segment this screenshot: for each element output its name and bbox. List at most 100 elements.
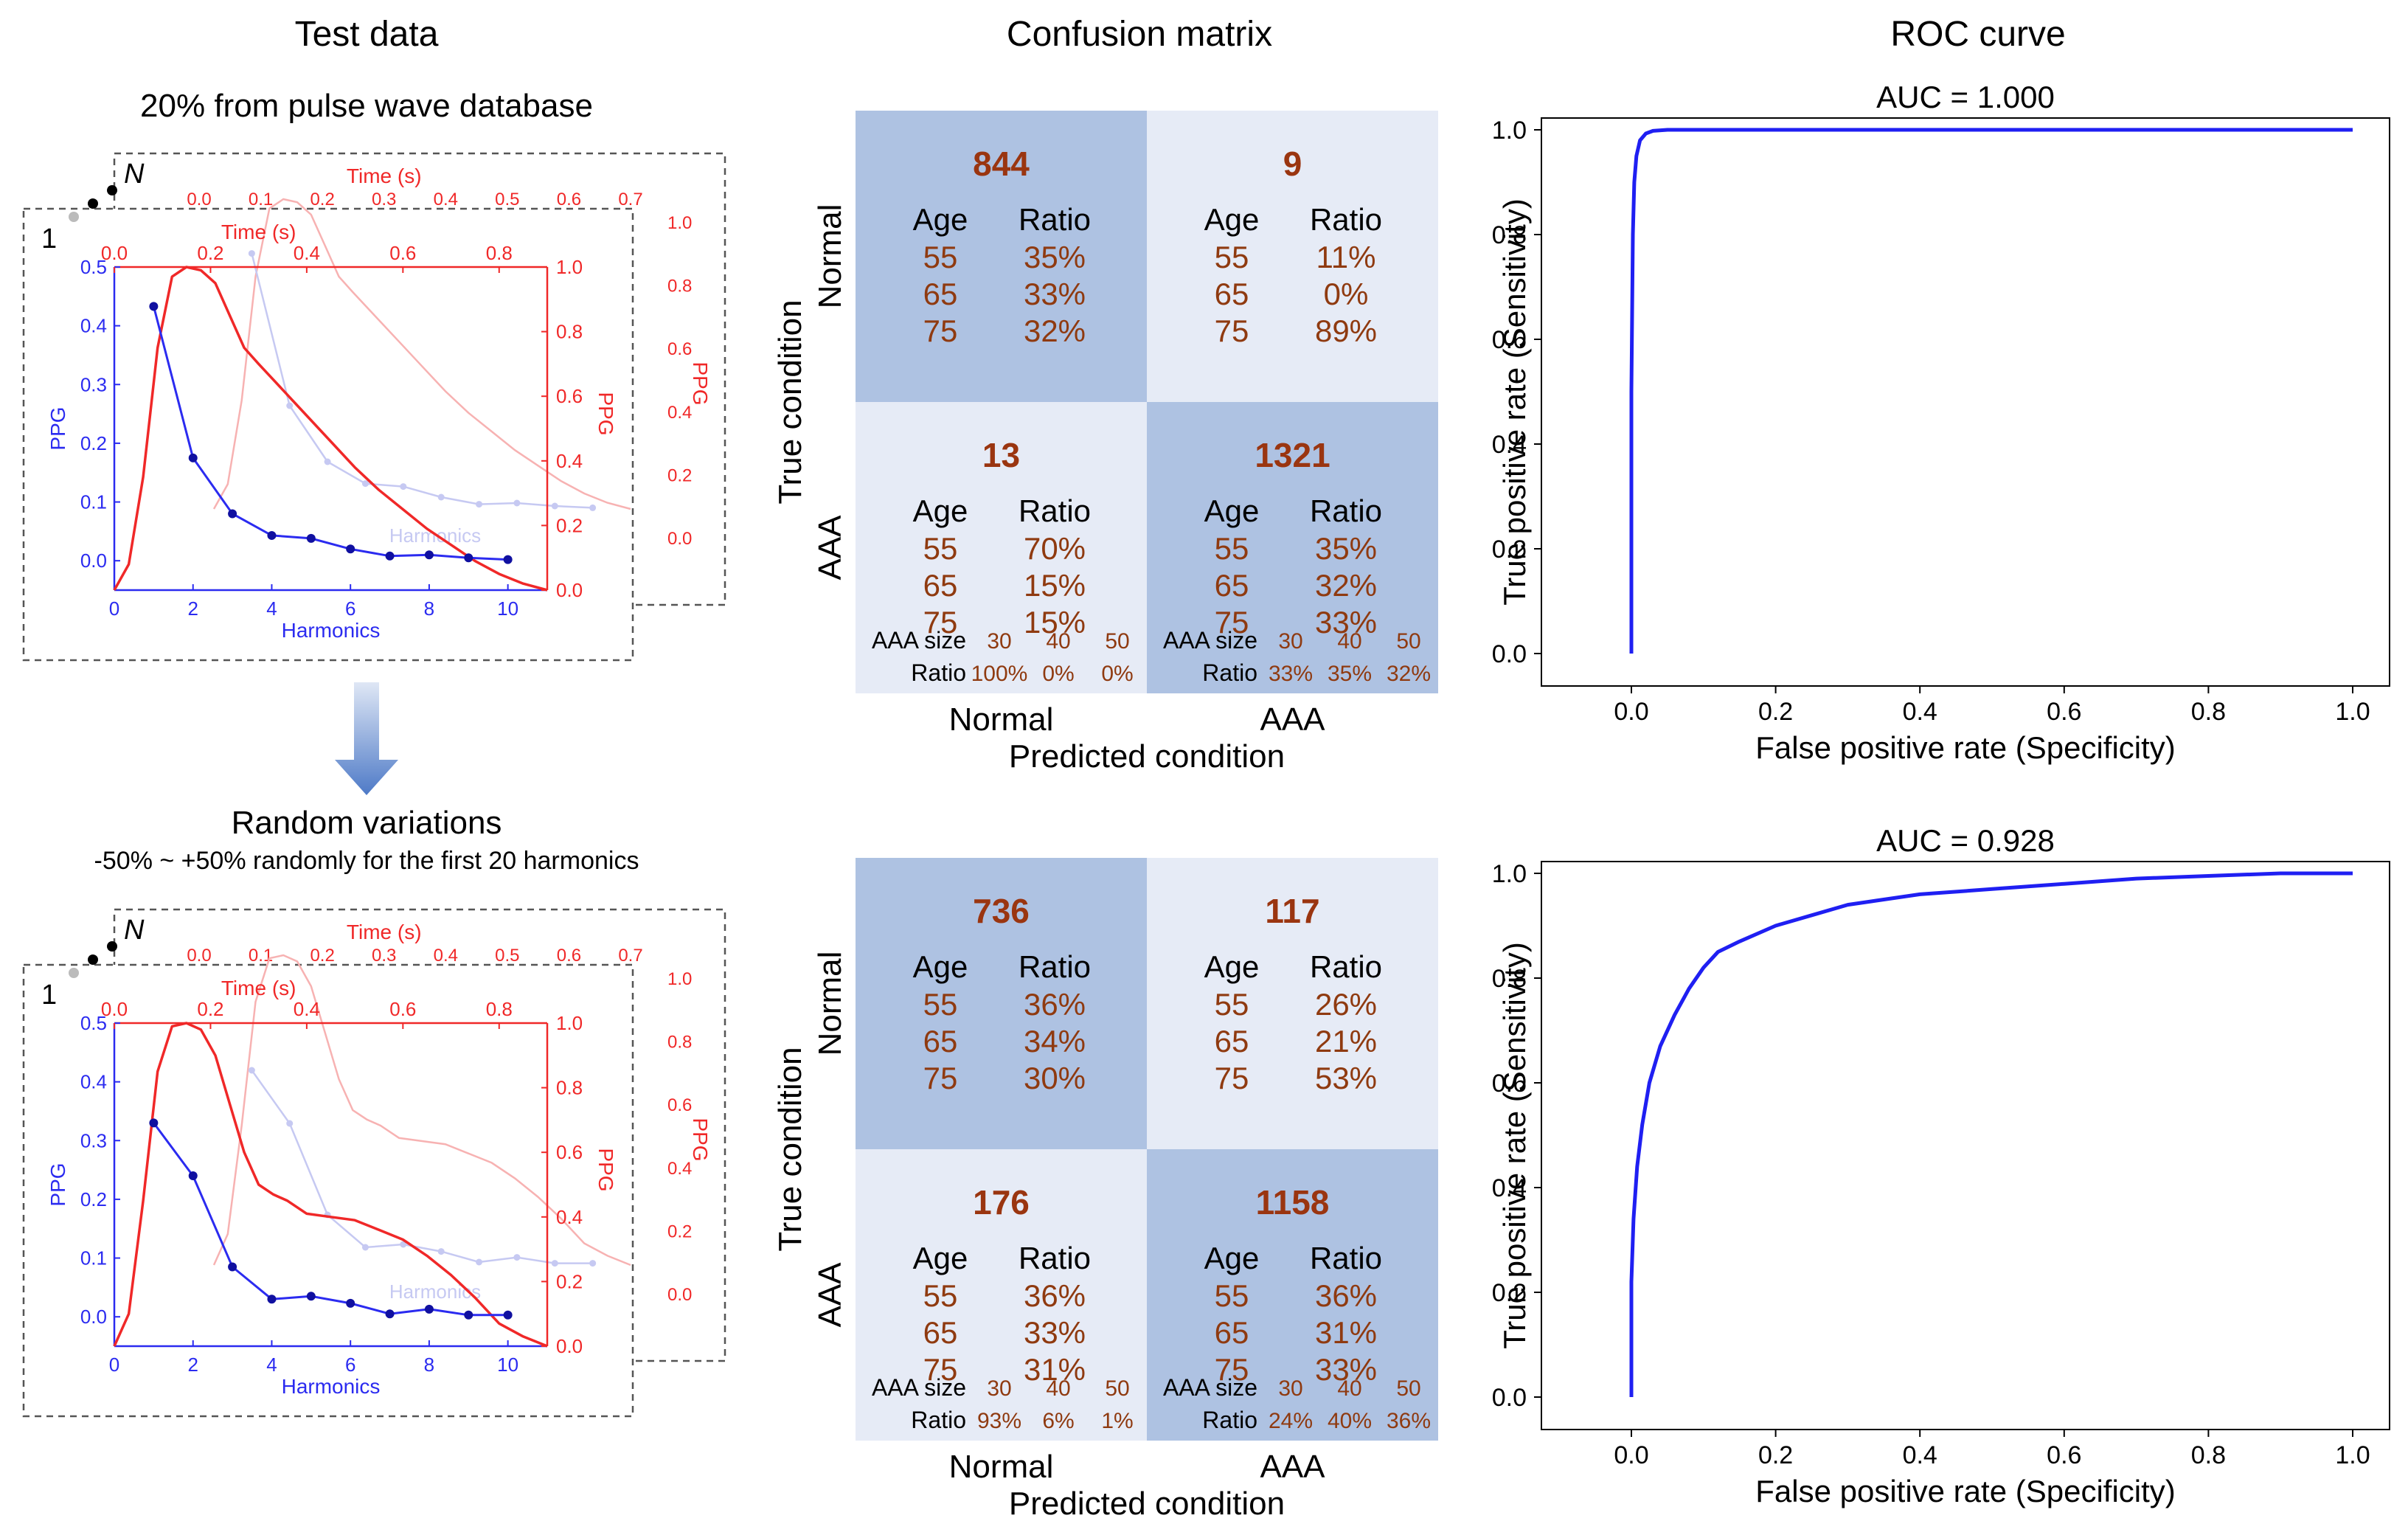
back-time-tick: 0.0	[187, 190, 211, 209]
front-time-tick-label: 0.4	[294, 242, 320, 264]
roc-ytick-label: 0.2	[1492, 1279, 1527, 1307]
cm-size-ratio-value: 36%	[1387, 1409, 1431, 1433]
cm-age-value: 55	[923, 1278, 958, 1313]
cm-cell	[856, 402, 1147, 693]
front-time-tick-label: 0.6	[389, 998, 416, 1020]
roc-ytick-label: 1.0	[1492, 117, 1527, 145]
roc-ytick-label: 0.4	[1492, 431, 1527, 459]
cm-ratio-value: 35%	[1315, 531, 1377, 566]
stack-label-last: N	[124, 915, 145, 946]
cm-cell	[856, 1149, 1147, 1441]
waveform-line	[113, 1022, 548, 1348]
cm-ratio-value: 11%	[1316, 240, 1376, 274]
roc-xtick-label: 1.0	[2335, 1441, 2370, 1469]
harmonic-point	[503, 555, 513, 564]
cm-size-value: 40	[1337, 629, 1361, 654]
roc-curve-line	[1629, 871, 2353, 1397]
front-ppg-tick-label: 1.0	[556, 1012, 583, 1034]
cm-size-ratio-value: 0%	[1042, 662, 1074, 686]
roc-xtick-label: 1.0	[2335, 698, 2370, 726]
front-y-tick-label: 0.5	[80, 1012, 107, 1034]
roc-xtick-label: 0.2	[1758, 698, 1793, 726]
roc-ytick-label: 0.0	[1492, 1384, 1527, 1412]
stack-dot	[69, 212, 79, 222]
front-y-tick-label: 0.1	[80, 491, 107, 513]
cm-ratio-value: 31%	[1024, 1352, 1086, 1387]
front-x-tick-label: 0	[109, 1354, 119, 1376]
front-time-tick-label: 0.0	[101, 998, 128, 1020]
back-waveform-line	[212, 198, 631, 510]
cm-size-ratio-value: 32%	[1387, 662, 1431, 686]
front-y-tick-label: 0.1	[80, 1247, 107, 1269]
harmonic-point	[228, 509, 237, 519]
cm-size-value: 30	[987, 1376, 1011, 1401]
back-time-tick: 0.5	[495, 946, 519, 966]
roc-xtick-label: 0.6	[2047, 1441, 2081, 1469]
front-time-tick-label: 0.0	[101, 242, 128, 264]
cm-ratio-header: Ratio	[1310, 1241, 1382, 1275]
harmonic-point	[346, 544, 355, 554]
front-time-label: Time (s)	[221, 977, 296, 999]
cm-ratio-header: Ratio	[1310, 202, 1382, 237]
cm-cell-count: 176	[973, 1183, 1030, 1222]
back-time-tick: 0.6	[557, 946, 581, 966]
cm-age-value: 75	[1215, 1352, 1249, 1387]
cm-xlabel: Predicted condition	[1009, 738, 1285, 775]
roc-curve-line	[1629, 128, 2353, 654]
cm-age-value: 75	[1215, 313, 1249, 348]
front-ppg-tick-label: 0.4	[556, 1206, 583, 1228]
back-time-tick: 0.1	[249, 946, 273, 966]
cm-age-value: 65	[923, 1315, 958, 1350]
roc-xtick-label: 0.4	[1903, 1441, 1937, 1469]
cm-ratio-value: 15%	[1024, 605, 1086, 640]
front-y-tick-label: 0.3	[80, 1129, 107, 1151]
cm-age-value: 75	[923, 605, 958, 640]
cm-ratio-value: 21%	[1315, 1024, 1377, 1058]
header-confusion-matrix: Confusion matrix	[1007, 15, 1272, 54]
cm-size-ratio-value: 33%	[1269, 662, 1313, 686]
roc-ytick-label: 0.0	[1492, 640, 1527, 668]
front-time-tick-label: 0.4	[294, 998, 320, 1020]
roc-xlabel: False positive rate (Specificity)	[1755, 1474, 2176, 1508]
back-ppg-tick: 0.4	[667, 1159, 692, 1179]
test-panel-original: N 1 0.0 0.1 0.2 0.3 0.4 0.5 0.6 0.7 Time (s) 0.0 0.2…	[22, 152, 726, 662]
cm-age-header: Age	[913, 949, 968, 984]
cm-age-header: Age	[1204, 493, 1260, 528]
stack-dot	[88, 198, 98, 209]
harmonic-point	[306, 1292, 316, 1301]
harmonic-point	[464, 1310, 473, 1320]
cm-age-header: Age	[1204, 949, 1260, 984]
back-ppg-tick: 0.6	[667, 339, 692, 359]
cm-ratio-value: 33%	[1024, 277, 1086, 311]
roc-xtick-label: 0.0	[1614, 1441, 1648, 1469]
cm-cell	[856, 858, 1147, 1149]
cm-ratio-value: 35%	[1024, 240, 1086, 274]
front-x-tick-label: 8	[424, 1354, 434, 1376]
cm-ratio-value: 36%	[1024, 987, 1086, 1022]
back-harmonics-line	[251, 1070, 593, 1264]
back-time-tick: 0.2	[310, 190, 334, 209]
stack-dot	[107, 185, 117, 195]
back-time-tick: 0.7	[618, 190, 642, 209]
cm-ratio-value: 70%	[1024, 531, 1086, 566]
cm-size-ratio-value: 0%	[1101, 662, 1133, 686]
front-y-tick-label: 0.2	[80, 432, 107, 454]
front-x-tick-label: 4	[266, 597, 277, 620]
front-ppg-tick-label: 0.4	[556, 450, 583, 472]
cm-age-value: 55	[1215, 531, 1249, 566]
cm-age-value: 65	[1215, 1024, 1249, 1058]
cm-cell	[856, 111, 1147, 402]
waveform-line	[113, 266, 548, 592]
cm-age-value: 75	[923, 313, 958, 348]
back-time-tick: 0.0	[187, 946, 211, 966]
cm-size-value: 40	[1337, 1376, 1361, 1401]
front-time-tick-label: 0.2	[197, 242, 223, 264]
harmonics-line	[153, 1122, 508, 1317]
cm-ratio-value: 36%	[1024, 1278, 1086, 1313]
cm-size-value: 40	[1046, 629, 1070, 654]
front-x-tick-label: 2	[187, 1354, 198, 1376]
cm-age-header: Age	[913, 1241, 968, 1275]
back-waveform-line	[212, 954, 631, 1267]
stack-dot	[69, 968, 79, 978]
cm-age-value: 65	[923, 568, 958, 603]
